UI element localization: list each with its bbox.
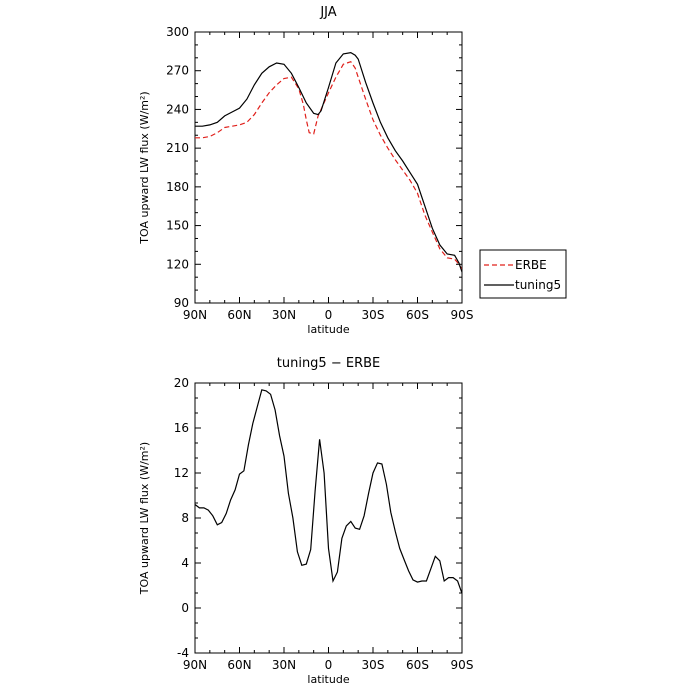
y-tick-label: 270 <box>166 64 189 78</box>
y-tick-label: 16 <box>174 421 189 435</box>
y-axis-title: TOA upward LW flux (W/m²) <box>138 442 151 595</box>
x-axis-title: latitude <box>307 323 349 336</box>
y-tick-label: 150 <box>166 219 189 233</box>
x-tick-label: 0 <box>325 658 333 672</box>
y-tick-label: 90 <box>174 296 189 310</box>
plot-frame <box>194 31 463 304</box>
x-tick-label: 0 <box>325 308 333 322</box>
x-tick-label: 90S <box>451 658 474 672</box>
x-tick-label: 60S <box>406 658 429 672</box>
chart-title: tuning5 − ERBE <box>277 356 381 371</box>
chart-title: JJA <box>319 5 336 20</box>
x-tick-label: 30N <box>272 308 296 322</box>
x-axis-title: latitude <box>307 673 349 686</box>
y-tick-label: 0 <box>181 601 189 615</box>
y-tick-label: -4 <box>177 646 189 660</box>
y-tick-label: 240 <box>166 102 189 116</box>
y-axis-title: TOA upward LW flux (W/m²) <box>138 91 151 244</box>
series-line-tuning5 <box>195 51 462 273</box>
top-panel: 90 120 150 180 210 240 270 300 90N 60N 30N 0 30S 60S 9… <box>138 5 567 336</box>
x-tick-label: 30S <box>362 658 385 672</box>
y-tick-label: 180 <box>166 180 189 194</box>
y-tick-label: 8 <box>181 511 189 525</box>
x-tick-label: 60S <box>406 308 429 322</box>
bottom-panel: -4 0 4 8 12 16 20 90N 60N 30N 0 30S 60S 90S tuning5 − … <box>138 356 473 686</box>
x-tick-label: 90N <box>183 308 207 322</box>
y-tick-label: 20 <box>174 376 189 390</box>
legend-label-tuning5: tuning5 <box>515 278 561 292</box>
legend-label-erbe: ERBE <box>515 258 547 272</box>
x-tick-label: 30N <box>272 658 296 672</box>
y-tick-label: 4 <box>181 556 189 570</box>
plot-frame <box>194 382 463 654</box>
x-tick-label: 90N <box>183 658 207 672</box>
y-tick-label: 120 <box>166 257 189 271</box>
series-line-difference <box>195 389 462 594</box>
x-tick-label: 90S <box>451 308 474 322</box>
x-tick-label: 30S <box>362 308 385 322</box>
y-tick-label: 12 <box>174 466 189 480</box>
legend-box <box>479 249 567 299</box>
y-tick-label: 300 <box>166 25 189 39</box>
y-tick-label: 210 <box>166 141 189 155</box>
x-tick-label: 60N <box>227 308 251 322</box>
x-tick-label: 60N <box>227 658 251 672</box>
series-line-erbe <box>195 60 462 270</box>
